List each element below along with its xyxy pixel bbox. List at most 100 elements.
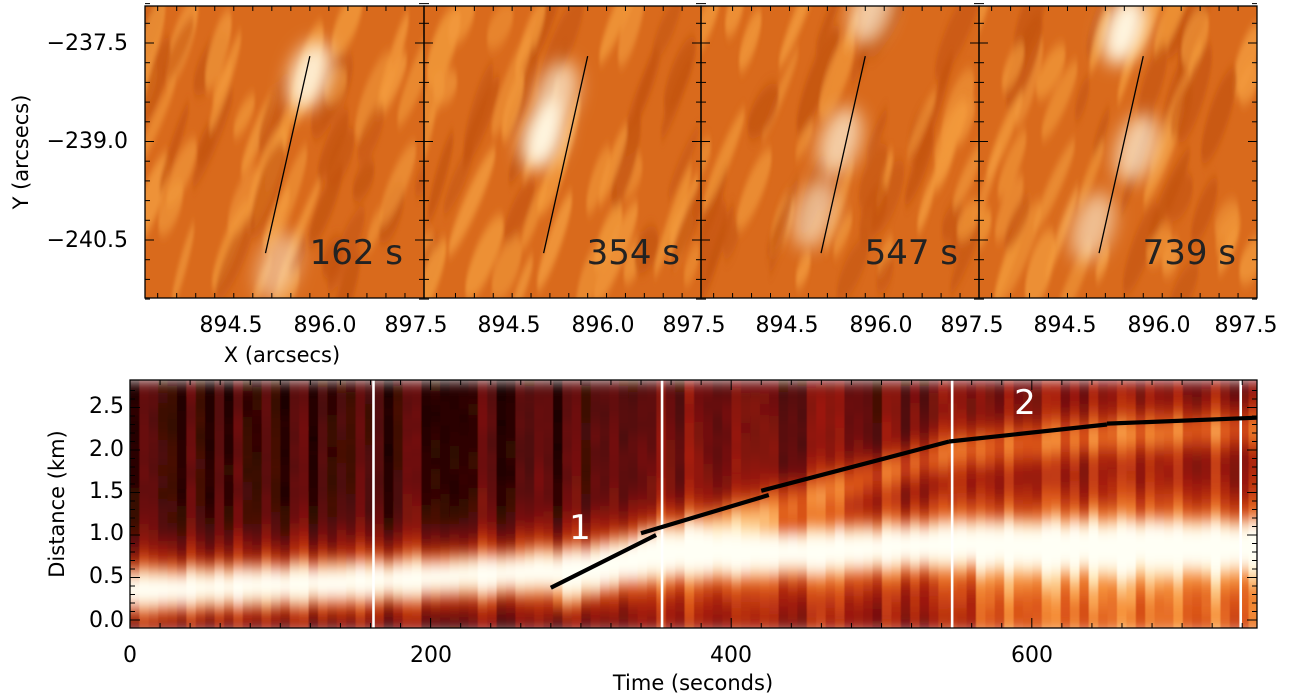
- heatmap-cell: [957, 446, 968, 453]
- heatmap-cell: [1004, 452, 1015, 459]
- heatmap-cell: [731, 608, 742, 615]
- heatmap-cell: [778, 518, 789, 525]
- heatmap-cell: [139, 542, 150, 549]
- heatmap-cell: [289, 554, 300, 561]
- heatmap-cell: [581, 458, 592, 465]
- heatmap-cell: [731, 524, 742, 531]
- heatmap-cell: [1107, 440, 1118, 447]
- heatmap-cell: [1013, 398, 1024, 405]
- heatmap-cell: [543, 536, 554, 543]
- heatmap-cell: [543, 572, 554, 579]
- heatmap-cell: [910, 572, 921, 579]
- heatmap-cell: [750, 542, 761, 549]
- bright-streak: [205, 10, 232, 90]
- heatmap-cell: [712, 548, 723, 555]
- heatmap-cell: [684, 626, 695, 628]
- heatmap-cell: [158, 602, 169, 609]
- heatmap-cell: [581, 548, 592, 555]
- heatmap-cell: [562, 548, 573, 555]
- heatmap-cell: [430, 446, 441, 453]
- heatmap-cell: [1041, 620, 1052, 627]
- heatmap-cell: [308, 506, 319, 513]
- heatmap-cell: [1088, 428, 1099, 435]
- heatmap-cell: [628, 590, 639, 597]
- heatmap-cell: [459, 428, 469, 435]
- heatmap-cell: [816, 464, 827, 471]
- heatmap-cell: [966, 602, 977, 609]
- heatmap-cell: [844, 494, 855, 501]
- bright-streak: [145, 77, 177, 177]
- heatmap-cell: [336, 440, 347, 447]
- heatmap-cell: [882, 386, 892, 393]
- heatmap-cell: [496, 410, 507, 417]
- heatmap-cell: [1051, 392, 1062, 399]
- heatmap-cell: [299, 404, 310, 411]
- heatmap-cell: [393, 518, 404, 525]
- heatmap-cell: [299, 458, 310, 465]
- heatmap-cell: [487, 428, 498, 435]
- heatmap-cell: [242, 440, 253, 447]
- heatmap-cell: [600, 596, 610, 603]
- heatmap-cell: [882, 608, 892, 615]
- heatmap-cell: [618, 590, 629, 597]
- heatmap-cell: [759, 536, 770, 543]
- heatmap-cell: [195, 416, 206, 423]
- x-tick-label: 897.5: [1215, 313, 1278, 338]
- heatmap-cell: [797, 440, 808, 447]
- heatmap-cell: [929, 446, 939, 453]
- heatmap-cell: [1079, 590, 1090, 597]
- heatmap-cell: [1013, 530, 1024, 537]
- heatmap-cell: [759, 464, 770, 471]
- bright-streak: [997, 130, 1027, 199]
- heatmap-cell: [853, 554, 864, 561]
- heatmap-cell: [167, 440, 178, 447]
- heatmap-cell: [421, 554, 432, 561]
- heatmap-cell: [242, 470, 253, 477]
- heatmap-cell: [1107, 452, 1118, 459]
- heatmap-cell: [703, 572, 714, 579]
- heatmap-cell: [703, 590, 714, 597]
- heatmap-cell: [722, 446, 733, 453]
- heatmap-cell: [665, 410, 676, 417]
- heatmap-cell: [609, 494, 620, 501]
- heatmap-cell: [477, 452, 488, 459]
- heatmap-cell: [1032, 614, 1043, 621]
- heatmap-cell: [825, 518, 836, 525]
- heatmap-cell: [891, 506, 902, 513]
- heatmap-cell: [600, 572, 610, 579]
- heatmap-cell: [271, 626, 281, 628]
- heatmap-cell: [825, 506, 836, 513]
- heatmap-cell: [900, 536, 911, 543]
- heatmap-cell: [750, 458, 761, 465]
- heatmap-cell: [816, 536, 827, 543]
- heatmap-cell: [130, 386, 140, 393]
- heatmap-cell: [449, 614, 460, 621]
- heatmap-cell: [759, 386, 770, 393]
- heatmap-cell: [1088, 494, 1099, 501]
- heatmap-cell: [741, 524, 751, 531]
- heatmap-cell: [412, 404, 422, 411]
- heatmap-cell: [637, 458, 648, 465]
- heatmap-cell: [562, 512, 573, 519]
- bright-streak: [994, 175, 1024, 241]
- heatmap-cell: [487, 572, 498, 579]
- heatmap-cell: [966, 566, 977, 573]
- heatmap-cell: [919, 416, 930, 423]
- heatmap-cell: [421, 404, 432, 411]
- heatmap-cell: [477, 440, 488, 447]
- heatmap-cell: [647, 608, 657, 615]
- heatmap-cell: [177, 470, 187, 477]
- heatmap-cell: [148, 596, 159, 603]
- heatmap-cell: [825, 410, 836, 417]
- heatmap-cell: [1023, 476, 1033, 483]
- heatmap-cell: [402, 482, 413, 489]
- heatmap-cell: [618, 416, 629, 423]
- heatmap-cell: [1070, 542, 1080, 549]
- heatmap-cell: [759, 428, 770, 435]
- heatmap-cell: [966, 464, 977, 471]
- heatmap-cell: [214, 440, 225, 447]
- heatmap-cell: [694, 524, 704, 531]
- heatmap-cell: [769, 602, 780, 609]
- heatmap-cell: [318, 452, 328, 459]
- heatmap-cell: [600, 578, 610, 585]
